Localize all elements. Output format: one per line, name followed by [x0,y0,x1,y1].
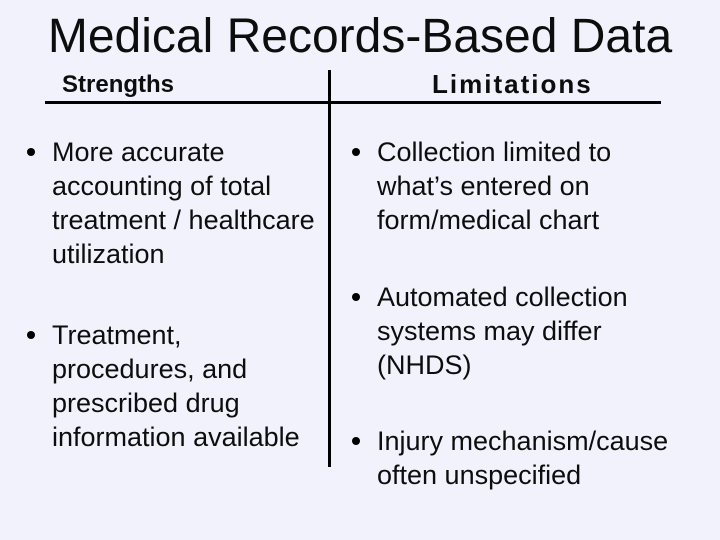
bullet-icon [352,437,360,445]
bullet-icon [27,148,35,156]
column-header-limitations: Limitations [432,69,593,99]
column-divider-rule [328,70,331,467]
list-item: Collection limited to what’s entered on … [352,135,611,237]
list-item: More accurate accounting of total treatm… [27,135,315,271]
list-item: Automated collection systems may differ … [352,280,628,382]
bullet-text: Collection limited to what’s entered on … [377,137,612,235]
bullet-icon [27,331,35,339]
bullet-icon [352,148,360,156]
bullet-text: Automated collection systems may differ … [377,282,628,380]
bullet-text: Treatment, procedures, and prescribed dr… [52,320,300,452]
bullet-text: Injury mechanism/cause often unspecified [377,426,669,490]
bullet-icon [352,293,360,301]
slide-title: Medical Records-Based Data [47,10,673,63]
bullet-text: More accurate accounting of total treatm… [52,137,315,269]
list-item: Treatment, procedures, and prescribed dr… [27,318,300,454]
column-header-strengths: Strengths [62,71,175,98]
header-underline-rule [45,101,661,104]
list-item: Injury mechanism/cause often unspecified [352,424,668,492]
